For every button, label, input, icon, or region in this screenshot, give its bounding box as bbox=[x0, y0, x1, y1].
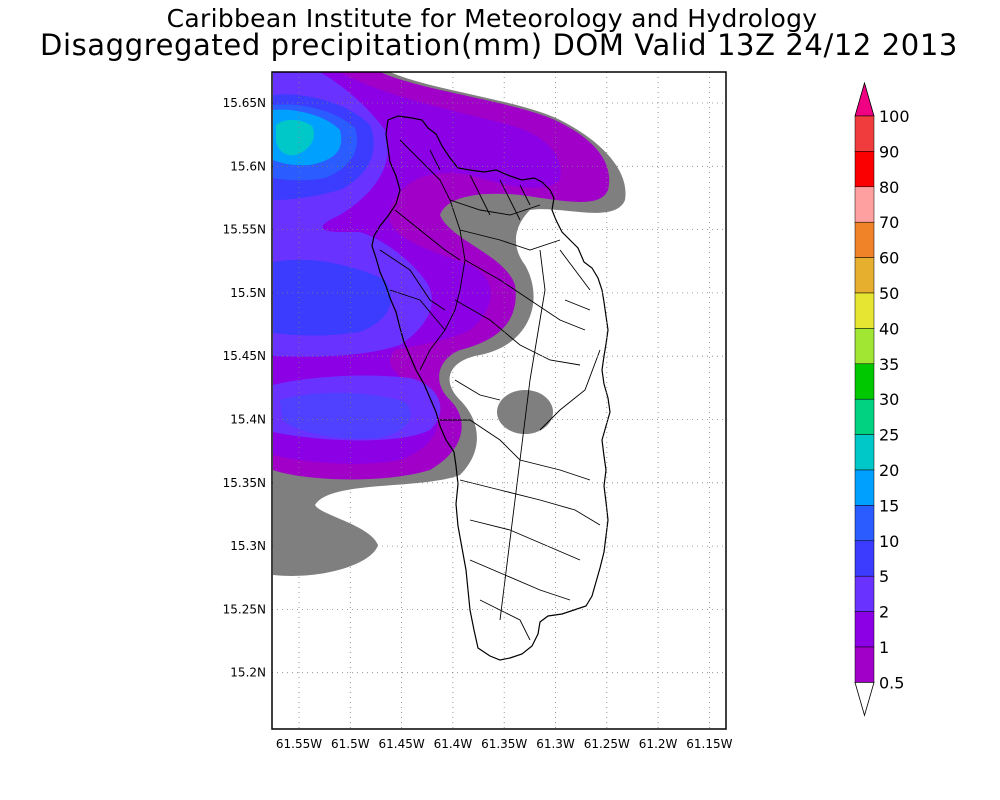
precip-contour-10-south bbox=[280, 392, 411, 439]
colorbar-label: 80 bbox=[879, 178, 899, 197]
coastline bbox=[371, 115, 611, 661]
x-tick-label: 61.2W bbox=[639, 737, 678, 751]
colorbar-label: 0.5 bbox=[879, 673, 904, 692]
colorbar-swatch bbox=[854, 434, 875, 471]
y-tick-label: 15.65N bbox=[223, 96, 266, 110]
colorbar-swatch bbox=[854, 257, 875, 294]
colorbar-label: 25 bbox=[879, 426, 899, 445]
colorbar-swatch bbox=[854, 469, 875, 506]
precip-contour-0.5-inland bbox=[497, 390, 553, 434]
x-tick-label: 61.15W bbox=[686, 737, 732, 751]
lat-lon-grid bbox=[272, 72, 726, 729]
colorbar-swatch bbox=[854, 292, 875, 329]
colorbar-label: 70 bbox=[879, 213, 899, 232]
watershed-lines bbox=[379, 139, 601, 641]
x-axis-ticks: 61.55W 61.5W 61.45W 61.4W 61.35W 61.3W 61.25W 6… bbox=[276, 737, 733, 751]
y-tick-label: 15.45N bbox=[223, 349, 266, 363]
colorbar-label: 40 bbox=[879, 319, 899, 338]
colorbar-label: 30 bbox=[879, 390, 899, 409]
colorbar-label: 1 bbox=[879, 638, 889, 657]
y-tick-label: 15.35N bbox=[223, 476, 266, 490]
precipitation-field bbox=[273, 72, 626, 576]
colorbar-label: 5 bbox=[879, 567, 889, 586]
y-tick-label: 15.2N bbox=[230, 666, 266, 680]
colorbar-swatch bbox=[854, 363, 875, 400]
colorbar-swatch bbox=[854, 151, 875, 188]
colorbar-arrow-bottom bbox=[854, 682, 875, 717]
y-axis-ticks: 15.65N 15.6N 15.55N 15.5N 15.45N 15.4N 15.35N 1… bbox=[223, 96, 266, 680]
colorbar-swatch bbox=[854, 115, 875, 152]
colorbar-label: 10 bbox=[879, 532, 899, 551]
colorbar-swatch bbox=[854, 575, 875, 612]
x-tick-label: 61.55W bbox=[276, 737, 322, 751]
precip-contour-10-mid bbox=[273, 259, 392, 336]
colorbar-swatch bbox=[854, 328, 875, 365]
y-tick-label: 15.25N bbox=[223, 602, 266, 616]
colorbar-swatch bbox=[854, 186, 875, 223]
colorbar-label: 15 bbox=[879, 496, 899, 515]
colorbar-swatch bbox=[854, 540, 875, 577]
colorbar-label: 2 bbox=[879, 603, 889, 622]
title-line-1: Caribbean Institute for Meteorology and … bbox=[166, 4, 818, 33]
precip-contour-25 bbox=[276, 119, 315, 156]
x-tick-label: 61.45W bbox=[378, 737, 424, 751]
x-tick-label: 61.5W bbox=[331, 737, 370, 751]
x-tick-label: 61.4W bbox=[434, 737, 473, 751]
colorbar-label: 60 bbox=[879, 249, 899, 268]
title-line-2: Disaggregated precipitation(mm) DOM Vali… bbox=[40, 28, 958, 62]
colorbar-label: 90 bbox=[879, 142, 899, 161]
colorbar-swatch bbox=[854, 646, 875, 683]
x-tick-label: 61.25W bbox=[584, 737, 630, 751]
colorbar-swatch bbox=[854, 398, 875, 435]
map-frame bbox=[271, 71, 727, 730]
colorbar-label: 100 bbox=[879, 107, 910, 126]
colorbar-arrow-top bbox=[854, 81, 875, 117]
colorbar-swatch bbox=[854, 221, 875, 258]
colorbar-swatch bbox=[854, 611, 875, 648]
x-tick-label: 61.3W bbox=[536, 737, 575, 751]
y-tick-label: 15.6N bbox=[230, 159, 266, 173]
y-tick-label: 15.4N bbox=[230, 413, 266, 427]
colorbar-label: 50 bbox=[879, 284, 899, 303]
colorbar-label: 35 bbox=[879, 355, 899, 374]
island-outline bbox=[371, 115, 611, 661]
x-tick-label: 61.35W bbox=[481, 737, 527, 751]
y-tick-label: 15.5N bbox=[230, 286, 266, 300]
colorbar-swatch bbox=[854, 505, 875, 542]
y-tick-label: 15.55N bbox=[223, 223, 266, 237]
colorbar-label: 20 bbox=[879, 461, 899, 480]
y-tick-label: 15.3N bbox=[230, 539, 266, 553]
